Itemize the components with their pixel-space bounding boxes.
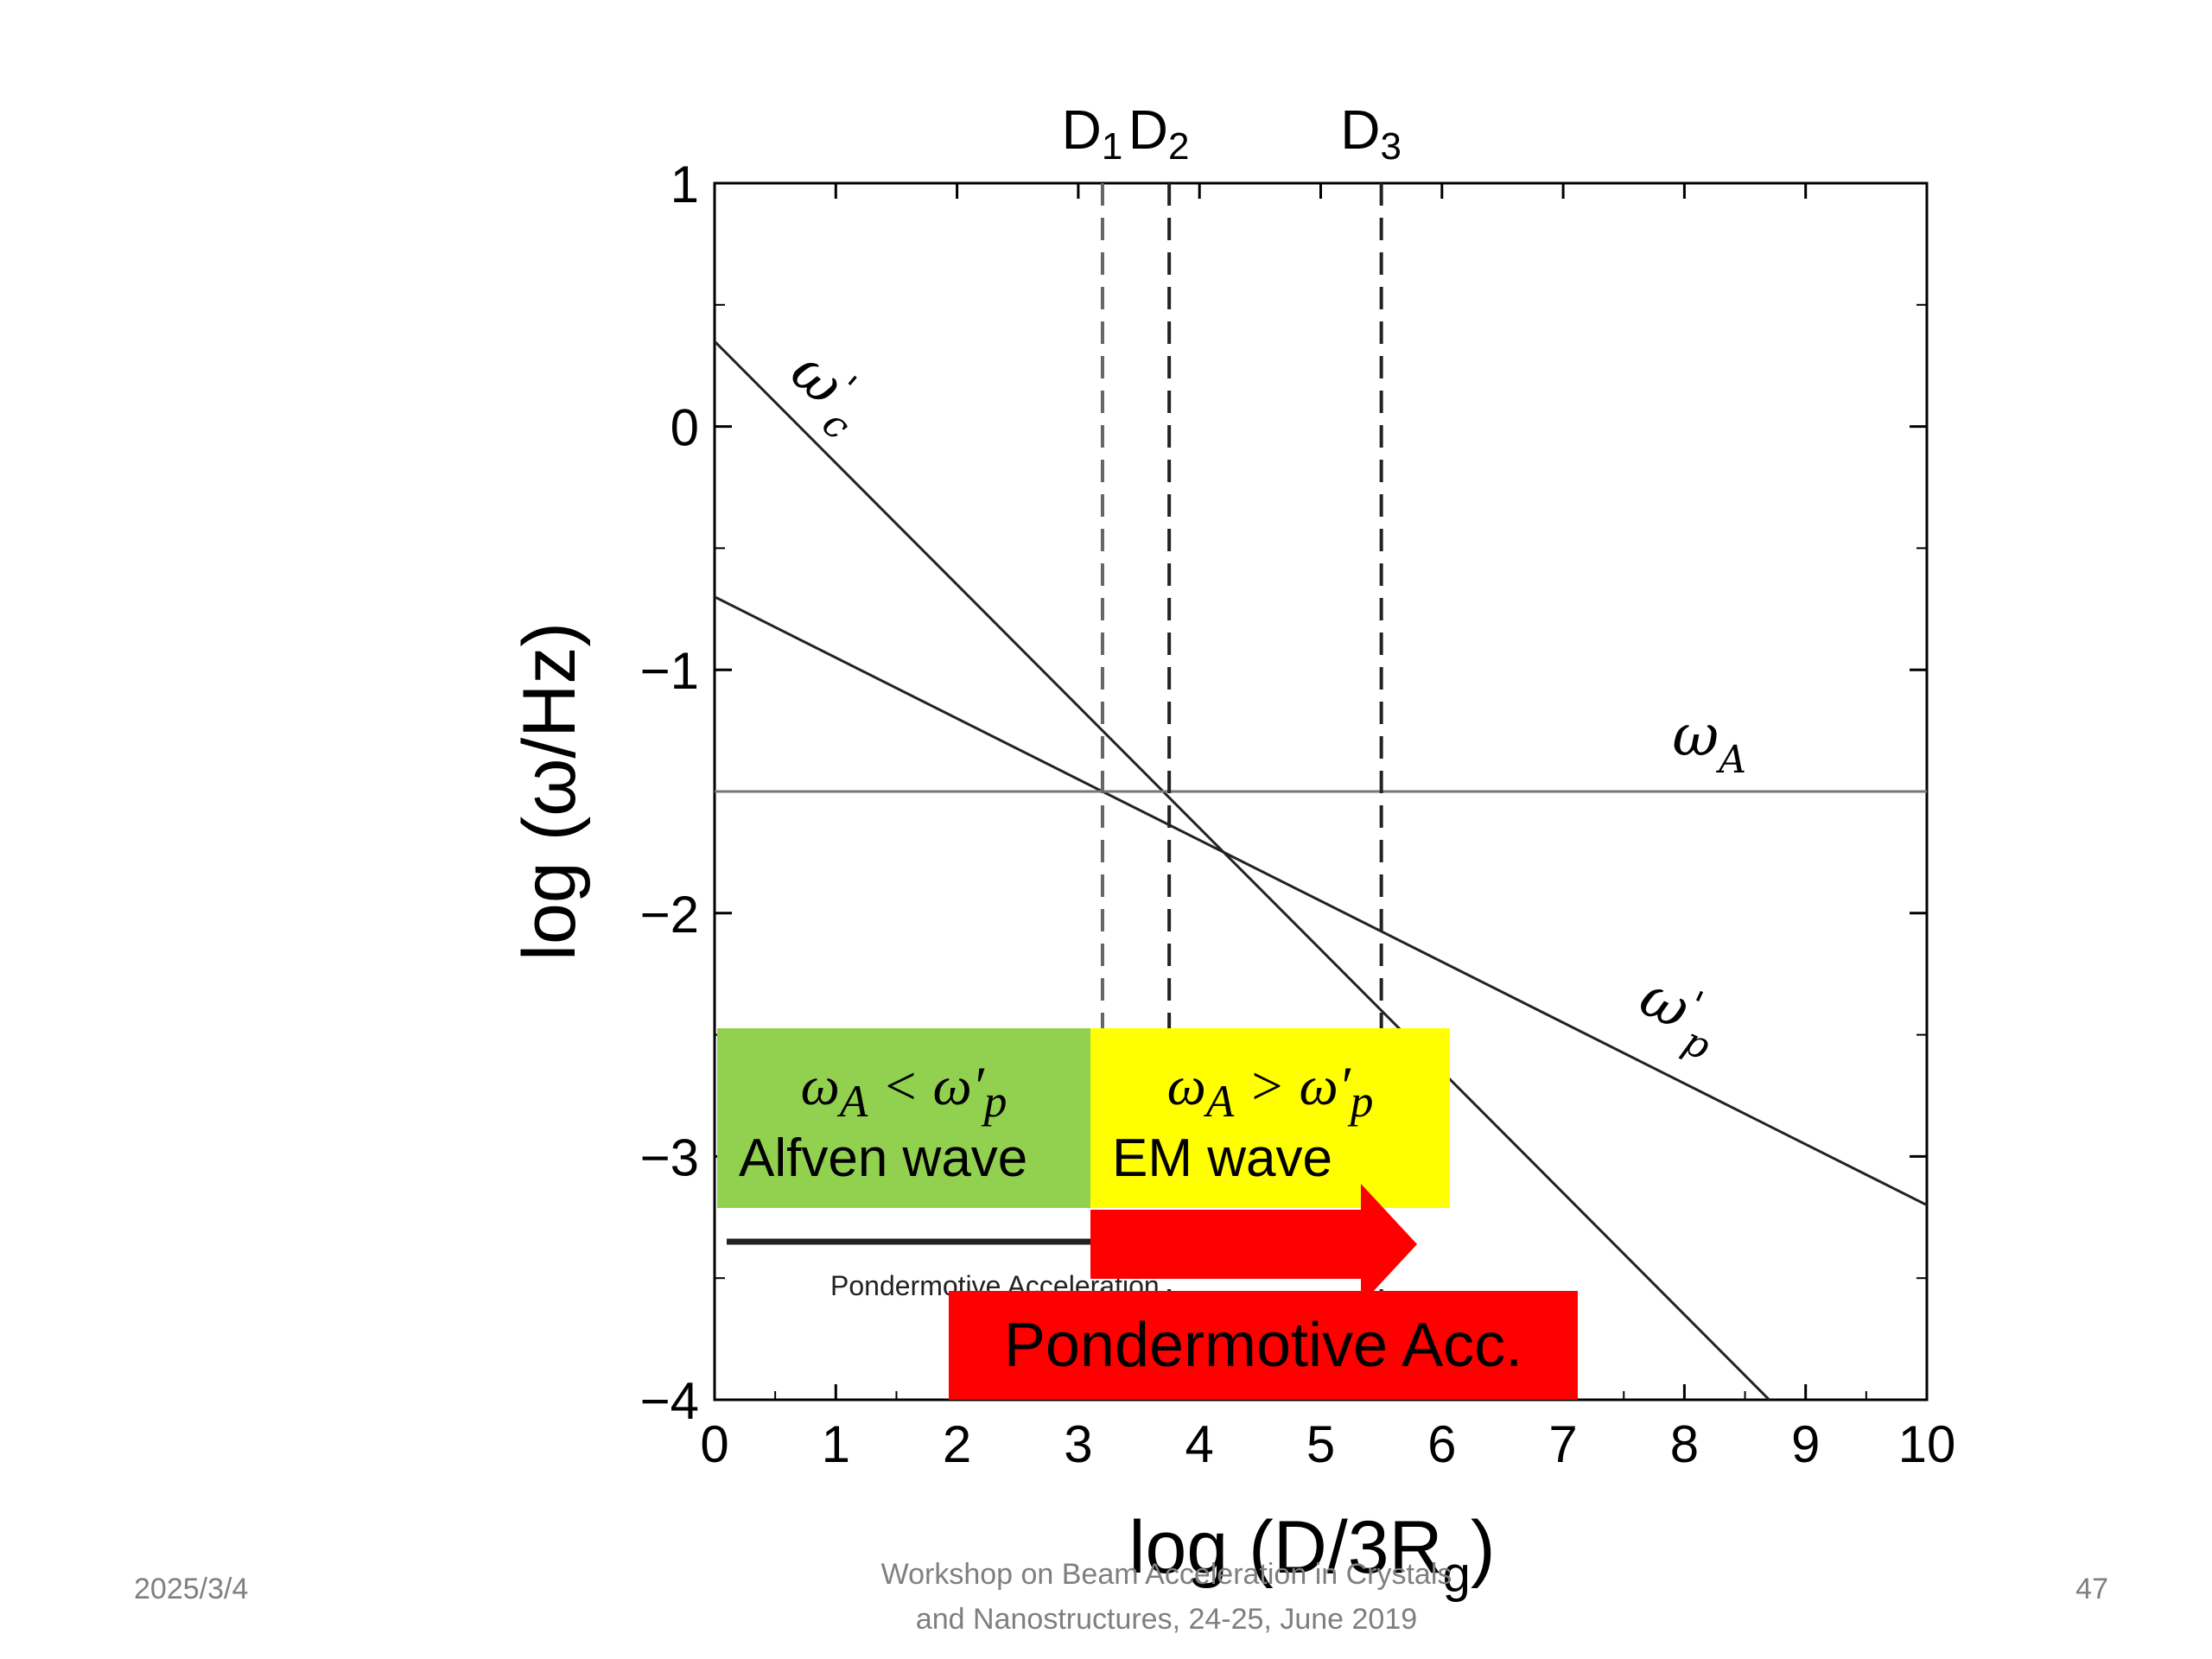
series-line-c	[715, 340, 1770, 1400]
y-tick-label: −1	[640, 642, 699, 700]
alfven-condition: ωA < ω′p	[800, 1055, 1007, 1127]
footer-page-number: 47	[2075, 1573, 2108, 1605]
y-tick-label: −3	[640, 1128, 699, 1186]
alfven-wave-label: Alfven wave	[739, 1128, 1028, 1188]
x-tick-label: 8	[1670, 1415, 1699, 1473]
vertical-line-label: D1	[1062, 99, 1123, 168]
y-axis-label: log (ω/Hz)	[508, 622, 591, 961]
footer-title-line1: Workshop on Beam Acceleration in Crystal…	[880, 1558, 1452, 1591]
em-wave-box: ωA > ω′p EM wave	[1090, 1028, 1450, 1208]
x-tick-label: 6	[1427, 1415, 1456, 1473]
x-tick-label: 7	[1548, 1415, 1577, 1473]
footer-date: 2025/3/4	[134, 1573, 249, 1605]
series-line-p	[715, 595, 1927, 1207]
series-label: ω'c	[770, 338, 881, 449]
vertical-line-label: D3	[1340, 99, 1402, 168]
alfven-wave-box: ωA < ω′p Alfven wave	[717, 1028, 1090, 1208]
series-label: ωA	[1672, 702, 1746, 782]
pondermotive-acc-box: Pondermotive Acc.	[949, 1291, 1578, 1400]
y-tick-label: −4	[640, 1372, 699, 1430]
pondermotive-acc-label: Pondermotive Acc.	[1003, 1311, 1523, 1380]
em-condition: ωA > ω′p	[1166, 1055, 1374, 1127]
pondermotive-arrow-head	[1322, 1225, 1366, 1257]
series-label: ω'p	[1624, 963, 1732, 1069]
y-tick-label: −2	[640, 886, 699, 944]
x-tick-label: 3	[1064, 1415, 1092, 1473]
footer-title-line2: and Nanostructures, 24-25, June 2019	[915, 1603, 1418, 1636]
x-tick-label: 10	[1898, 1415, 1956, 1473]
em-wave-label: EM wave	[1112, 1128, 1332, 1188]
x-tick-label: 5	[1306, 1415, 1335, 1473]
y-tick-label: 0	[671, 399, 699, 457]
y-tick-label: 1	[671, 156, 699, 213]
vertical-line-label: D2	[1128, 99, 1190, 168]
x-tick-label: 2	[943, 1415, 971, 1473]
x-tick-label: 1	[822, 1415, 850, 1473]
x-tick-label: 9	[1791, 1415, 1820, 1473]
x-tick-label: 4	[1185, 1415, 1214, 1473]
footer-title: Workshop on Beam Acceleration in Crystal…	[778, 1552, 1555, 1642]
x-axis-label: log (D/3Rg)	[1128, 1506, 1495, 1603]
x-tick-label: 0	[700, 1415, 728, 1473]
